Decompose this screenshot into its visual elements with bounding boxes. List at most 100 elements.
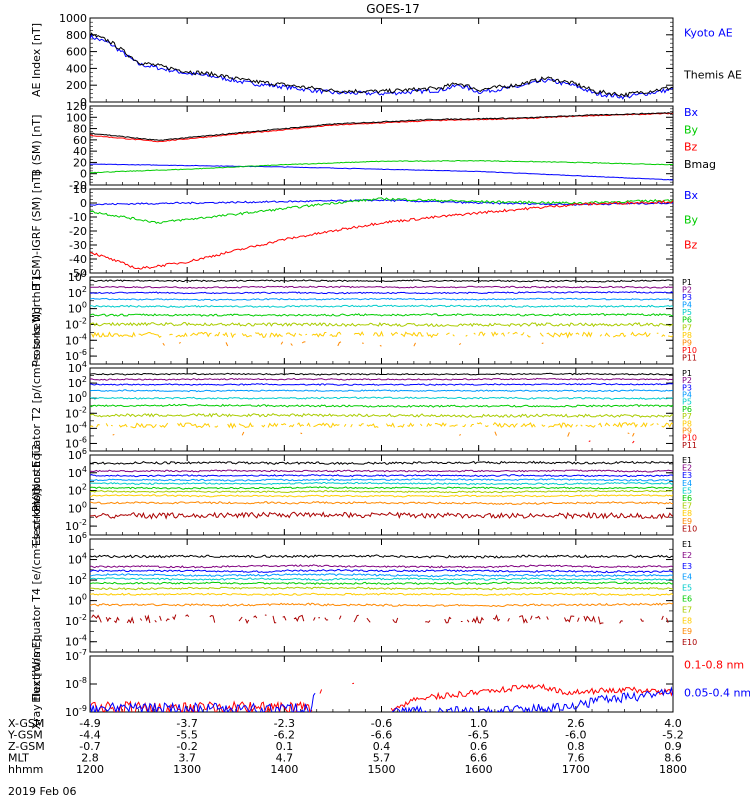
x-tick-label: 0.9 (664, 740, 682, 753)
legend-entry: 0.05-0.4 nm (684, 686, 750, 699)
legend-entry: P3 (682, 383, 692, 392)
legend-entry: E8 (682, 509, 692, 518)
legend-entry: 0.1-0.8 nm (684, 658, 744, 671)
x-axis-row-label: Y-GSM (7, 729, 43, 742)
y-tick-label: 800 (66, 29, 87, 42)
y-tick-label: 100 (68, 390, 87, 405)
legend-entry: E9 (682, 627, 692, 636)
series-line-e2 (90, 564, 673, 569)
legend-entry: P4 (682, 301, 692, 310)
series-line-e9 (90, 501, 673, 505)
y-tick-label: 100 (68, 593, 87, 608)
x-tick-label: -6.0 (565, 729, 586, 742)
y-axis-title: Protons North T1 (30, 274, 43, 367)
y-tick-label: 200 (66, 79, 87, 92)
x-tick-label: -6.5 (468, 729, 489, 742)
legend-entry: P3 (682, 293, 692, 302)
y-tick-label: 60 (73, 134, 87, 147)
legend-entry: E1 (682, 540, 692, 549)
series-line-e3 (90, 568, 673, 574)
x-tick-label: 1.0 (470, 717, 488, 730)
y-tick-label: 100 (68, 301, 87, 316)
y-tick-label: 102 (68, 572, 87, 587)
y-tick-label: 10-2 (65, 316, 87, 331)
legend-entry: P7 (682, 323, 692, 332)
y-tick-label: 80 (73, 123, 87, 136)
series-line-e1 (90, 554, 673, 559)
y-axis-title: B (SM)-IGRF (SM) [nT] (30, 171, 43, 291)
series-line-p7 (90, 412, 673, 418)
series-line-e10 (91, 614, 669, 625)
series-line-e3 (90, 473, 673, 478)
series-line-p1 (90, 279, 673, 283)
y-tick-label: 104 (68, 360, 87, 375)
x-tick-label: -4.4 (79, 729, 100, 742)
legend-entry: By (684, 123, 699, 136)
legend-entry: Bx (684, 106, 699, 119)
legend-entry: E2 (682, 464, 692, 473)
series-line-e7 (90, 586, 673, 591)
series-line-p5 (90, 304, 673, 308)
legend-entry: E5 (682, 584, 692, 593)
x-tick-label: -0.7 (79, 740, 100, 753)
series-line-p4 (90, 389, 673, 393)
x-tick-label: 1200 (76, 763, 104, 776)
y-tick-label: 10-2 (65, 405, 87, 420)
x-tick-label: 0.6 (470, 740, 488, 753)
series-line-p9 (113, 432, 662, 437)
date-label: 2019 Feb 06 (8, 785, 76, 798)
x-tick-label: -6.2 (274, 729, 295, 742)
y-tick-label: 10-2 (65, 613, 87, 628)
y-tick-label: 40 (73, 145, 87, 158)
x-tick-label: 2.8 (81, 752, 99, 765)
legend-entry: Bz (684, 238, 698, 251)
legend-entry: P10 (682, 434, 697, 443)
legend-entry: P6 (682, 405, 692, 414)
x-tick-label: 4.0 (664, 717, 682, 730)
series-line-e5 (90, 577, 673, 581)
legend-entry: Bz (684, 141, 698, 154)
legend-entry: E6 (682, 595, 692, 604)
legend-entry: E2 (682, 551, 692, 560)
y-tick-label: 0 (80, 168, 87, 181)
y-tick-label: 600 (66, 46, 87, 59)
panel-frame (89, 105, 674, 186)
legend-entry: E4 (682, 573, 692, 582)
x-axis-row-label: Z-GSM (8, 740, 45, 753)
legend-entry: P1 (682, 278, 692, 287)
legend-entry: P7 (682, 412, 692, 421)
y-tick-label: -20 (69, 179, 87, 192)
y-tick-label: 120 (66, 100, 87, 113)
legend-entry: P9 (682, 338, 692, 347)
legend-entry: P2 (682, 376, 692, 385)
legend-entry: Bmag (684, 158, 716, 171)
y-tick-label: 100 (66, 111, 87, 124)
y-tick-label: -20 (69, 225, 87, 238)
panel-frame (89, 655, 674, 713)
y-tick-label: 102 (68, 285, 87, 300)
series-line-e6 (90, 486, 673, 490)
legend-entry: E10 (682, 524, 697, 533)
series-line-themis-ae (90, 32, 673, 98)
x-tick-label: -0.6 (371, 717, 392, 730)
series-line-e5 (90, 481, 673, 486)
series-line-kyoto-ae (90, 34, 673, 100)
y-tick-label: 0 (80, 96, 87, 109)
y-tick-label: 10-4 (65, 332, 87, 347)
series-line-e2 (90, 469, 673, 473)
y-axis-title: Protons Equator T2 [p/(cm²-s-sr-keV)] (30, 307, 43, 512)
y-axis-title: Electrons North T3 (30, 444, 43, 546)
series-line-p3 (90, 291, 673, 295)
legend-entry: P11 (682, 441, 697, 450)
legend-entry: E7 (682, 502, 692, 511)
y-tick-label: 1000 (59, 12, 87, 25)
y-tick-label: 10 (73, 183, 87, 196)
series-line-e4 (90, 478, 673, 482)
series-line-0-05-0-4-nm (90, 686, 673, 712)
x-axis-row-label: hhmm (8, 763, 43, 776)
series-line-p7 (90, 321, 673, 328)
y-tick-label: 10-4 (65, 420, 87, 435)
